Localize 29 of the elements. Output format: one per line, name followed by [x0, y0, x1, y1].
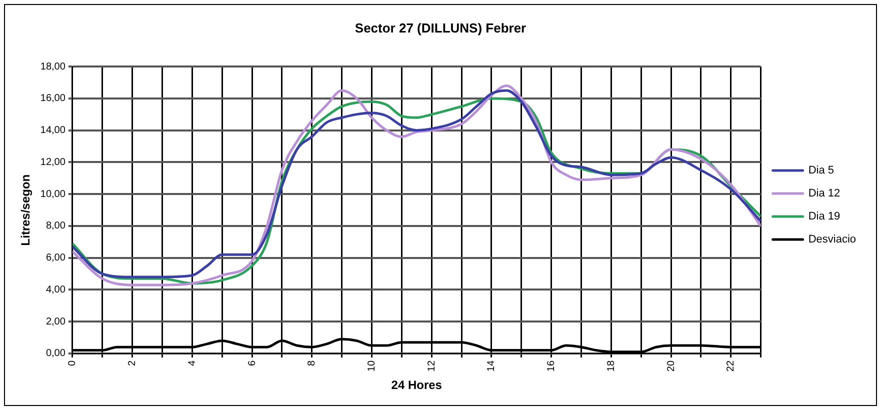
- legend-label: Dia 12: [808, 188, 840, 200]
- x-tick-label: 6: [246, 360, 258, 366]
- y-tick-label: 10,00: [40, 188, 66, 200]
- y-tick-label: 8,00: [46, 220, 66, 232]
- y-tick-label: 6,00: [46, 252, 66, 264]
- y-tick-label: 0,00: [46, 348, 66, 360]
- legend-label: Desviacio: [808, 234, 856, 246]
- y-axis-title: Litres/segon: [18, 174, 33, 246]
- x-tick-label: 18: [606, 360, 617, 372]
- legend-label: Dia 19: [808, 210, 840, 223]
- chart-title: Sector 27 (DILLUNS) Febrer: [354, 20, 526, 36]
- x-axis-title: 24 Hores: [391, 378, 442, 392]
- x-tick-label: 16: [546, 360, 558, 372]
- y-tick-label: 16,00: [40, 93, 66, 104]
- y-tick-label: 4,00: [46, 284, 66, 296]
- x-tick-label: 0: [67, 360, 78, 366]
- y-tick-label: 18,00: [40, 61, 66, 72]
- legend-label: Dia 5: [808, 164, 834, 177]
- y-tick-label: 14,00: [40, 125, 66, 136]
- x-tick-label: 4: [186, 360, 198, 366]
- x-tick-label: 22: [726, 360, 737, 372]
- x-tick-label: 14: [486, 360, 498, 372]
- x-tick-label: 20: [666, 360, 677, 372]
- y-tick-label: 2,00: [46, 316, 66, 328]
- y-tick-label: 12,00: [40, 156, 66, 168]
- x-tick-label: 2: [127, 360, 138, 366]
- x-tick-label: 8: [306, 360, 318, 366]
- x-tick-label: 10: [366, 360, 378, 372]
- x-tick-label: 12: [426, 360, 438, 372]
